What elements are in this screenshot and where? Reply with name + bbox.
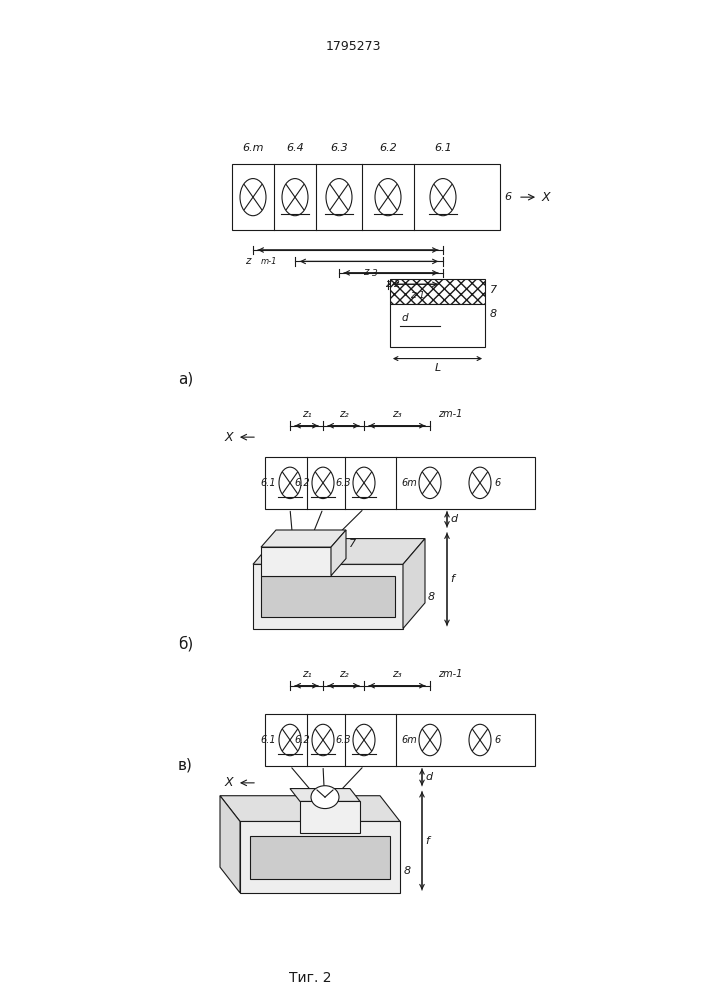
Polygon shape (240, 821, 400, 893)
Text: z₁: z₁ (302, 409, 311, 419)
Text: 6.3: 6.3 (335, 478, 351, 488)
Text: 1795273: 1795273 (325, 40, 381, 53)
Text: z₃: z₃ (392, 669, 402, 679)
Polygon shape (220, 796, 400, 821)
Text: m-1: m-1 (261, 257, 278, 266)
Polygon shape (290, 789, 360, 801)
Text: 7: 7 (490, 285, 497, 295)
Text: z₃: z₃ (392, 409, 402, 419)
Text: 6.1: 6.1 (434, 143, 452, 153)
Text: X: X (224, 776, 233, 789)
Text: z₁: z₁ (302, 669, 311, 679)
Text: 6.2: 6.2 (379, 143, 397, 153)
Ellipse shape (311, 786, 339, 809)
Polygon shape (220, 796, 240, 893)
Text: z: z (363, 267, 369, 277)
Text: 2: 2 (394, 280, 399, 289)
Text: 6: 6 (504, 192, 511, 202)
Text: z₂: z₂ (339, 669, 349, 679)
Text: 1: 1 (419, 291, 424, 300)
Text: f: f (450, 574, 454, 584)
Text: f: f (425, 836, 429, 846)
Text: d: d (425, 772, 432, 782)
Text: z₂: z₂ (339, 409, 349, 419)
Bar (261, 576, 395, 617)
Text: zm-1: zm-1 (438, 409, 462, 419)
Bar (265, 714, 535, 766)
Text: 7: 7 (349, 539, 356, 549)
Text: 8: 8 (404, 866, 411, 876)
Text: 7: 7 (354, 812, 361, 822)
Bar (232, 164, 500, 230)
Text: z: z (385, 279, 391, 289)
Polygon shape (300, 801, 360, 833)
Text: 6.3: 6.3 (330, 143, 348, 153)
Polygon shape (253, 564, 403, 629)
Text: 6: 6 (494, 478, 501, 488)
Text: 8: 8 (490, 309, 497, 319)
Polygon shape (261, 530, 346, 547)
Polygon shape (261, 547, 331, 576)
Text: 6m: 6m (402, 478, 417, 488)
Bar (265, 457, 535, 509)
Text: 6.4: 6.4 (286, 143, 304, 153)
Text: 8: 8 (428, 592, 435, 602)
Text: 6: 6 (494, 735, 501, 745)
Text: zm-1: zm-1 (438, 669, 462, 679)
Bar (390, 279, 485, 304)
Text: 6m: 6m (402, 735, 417, 745)
Text: 6.m: 6.m (243, 143, 264, 153)
Text: 6.1: 6.1 (260, 478, 276, 488)
Bar (390, 304, 485, 347)
Text: z: z (245, 256, 251, 266)
Text: z: z (410, 290, 416, 300)
Text: d: d (450, 514, 457, 524)
Text: а): а) (178, 371, 193, 386)
Text: 6.3: 6.3 (335, 735, 351, 745)
Bar (250, 836, 390, 879)
Text: 3: 3 (372, 269, 378, 278)
Text: 6.2: 6.2 (294, 735, 310, 745)
Text: X: X (542, 191, 551, 204)
Text: d: d (402, 313, 409, 323)
Text: L: L (434, 363, 440, 373)
Text: б): б) (178, 636, 193, 651)
Text: Τиг. 2: Τиг. 2 (288, 971, 332, 985)
Polygon shape (403, 539, 425, 629)
Text: 6.1: 6.1 (260, 735, 276, 745)
Polygon shape (331, 530, 346, 576)
Text: в): в) (178, 757, 193, 772)
Text: 6.2: 6.2 (294, 478, 310, 488)
Polygon shape (253, 539, 425, 564)
Text: X: X (224, 431, 233, 444)
